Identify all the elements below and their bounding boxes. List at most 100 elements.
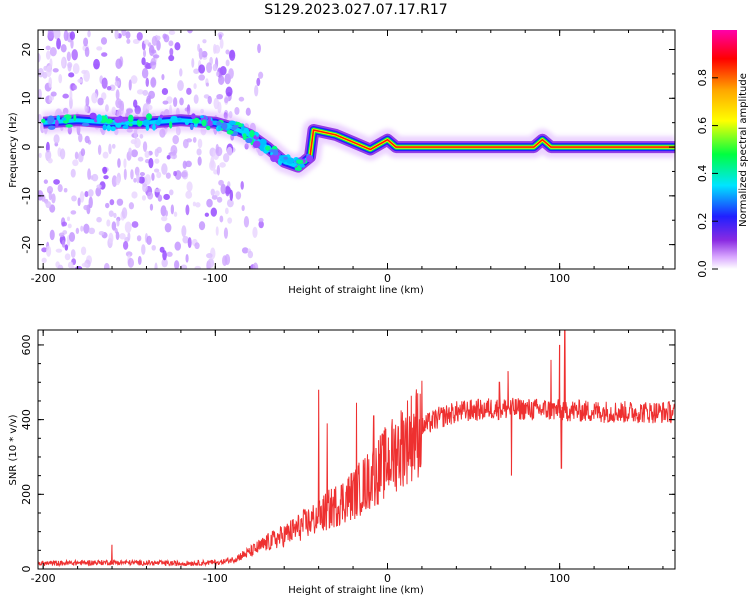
noise-speckle: [47, 30, 54, 39]
noise-speckle: [225, 49, 230, 55]
noise-speckle: [156, 40, 161, 51]
ridge-blotch: [228, 120, 237, 126]
noise-speckle: [98, 230, 105, 236]
noise-speckle: [97, 97, 104, 106]
noise-speckle: [61, 221, 68, 227]
noise-speckle: [115, 231, 120, 241]
noise-speckle: [157, 194, 163, 202]
noise-speckle: [162, 33, 167, 40]
x-tick-label: -100: [203, 272, 228, 285]
noise-speckle: [214, 44, 221, 54]
noise-speckle: [64, 244, 69, 251]
noise-speckle: [51, 193, 56, 204]
noise-speckle: [258, 220, 264, 229]
ridge-blotch: [110, 126, 116, 132]
noise-speckle: [49, 58, 53, 69]
noise-speckle: [57, 264, 64, 269]
noise-speckle: [49, 229, 55, 241]
noise-speckle: [225, 86, 233, 97]
y-tick-label: -10: [20, 187, 33, 205]
noise-speckle: [88, 227, 96, 235]
colorbar-gradient: [712, 30, 737, 269]
ridge-blotch: [192, 117, 200, 124]
noise-speckle: [173, 97, 178, 108]
noise-speckle: [69, 89, 73, 102]
noise-speckle: [179, 97, 184, 106]
noise-speckle: [173, 170, 177, 177]
ridge-blotch: [216, 121, 222, 126]
noise-speckle: [197, 156, 202, 166]
noise-speckle: [216, 196, 223, 203]
noise-speckle: [229, 49, 236, 61]
snr-x-label: Height of straight line (km): [288, 585, 424, 596]
noise-speckle: [96, 184, 102, 189]
noise-speckle: [83, 204, 89, 211]
noise-speckle: [130, 169, 134, 180]
noise-speckle: [207, 95, 212, 105]
noise-speckle: [85, 95, 90, 107]
spectrogram-frame: [37, 29, 676, 270]
ridge-blotch: [65, 124, 73, 128]
noise-speckle: [191, 58, 195, 68]
noise-speckle: [136, 89, 144, 95]
ridge-blotch: [170, 115, 178, 122]
ridge-blotch: [294, 166, 302, 171]
noise-speckle: [210, 188, 216, 196]
noise-speckle: [45, 201, 52, 209]
noise-speckle: [136, 32, 143, 41]
y-tick-label: -20: [20, 236, 33, 254]
noise-speckle: [148, 44, 155, 57]
noise-speckle: [161, 215, 168, 222]
ridge-blotch: [265, 145, 271, 151]
noise-speckle: [70, 249, 76, 258]
noise-speckle: [207, 258, 215, 268]
noise-speckle: [84, 191, 89, 198]
ridge-blotch: [47, 125, 56, 130]
noise-speckle: [192, 201, 196, 207]
noise-speckle: [115, 58, 123, 69]
noise-speckle: [121, 207, 128, 219]
noise-speckle: [182, 138, 189, 149]
noise-speckle: [222, 255, 228, 267]
y-tick-label: 0: [20, 144, 33, 151]
noise-speckle: [83, 69, 90, 82]
spectrogram-y-label: Frequency (Hz): [8, 112, 19, 188]
noise-speckle: [137, 255, 142, 265]
noise-speckle: [46, 65, 52, 78]
ridge-blotch: [54, 119, 59, 127]
snr-y-label: SNR (10 * v/v): [8, 414, 19, 485]
noise-speckle: [168, 30, 176, 35]
noise-speckle: [194, 242, 200, 250]
noise-speckle: [67, 63, 72, 72]
noise-speckle: [144, 151, 150, 159]
colorbar-tick-label: 0.8: [696, 69, 709, 87]
noise-speckle: [128, 147, 132, 157]
noise-speckle: [185, 160, 192, 168]
y-tick-label: 0: [20, 566, 33, 573]
colorbar-tick-label: 0.2: [696, 212, 709, 230]
noise-speckle: [247, 250, 254, 259]
noise-speckle: [128, 79, 132, 91]
noise-speckle: [111, 143, 116, 149]
noise-speckle: [141, 57, 146, 66]
ridge-blotch: [102, 124, 107, 131]
noise-speckle: [136, 171, 140, 184]
ridge-blotch: [152, 123, 156, 131]
ridge-blotch: [56, 114, 61, 121]
ridge-blotch: [145, 124, 150, 131]
noise-speckle: [70, 168, 76, 178]
noise-speckle: [161, 258, 168, 268]
noise-speckle: [220, 183, 227, 195]
noise-speckle: [58, 232, 65, 238]
noise-speckle: [206, 62, 213, 74]
ridge-blotch: [208, 116, 212, 125]
noise-speckle: [185, 204, 190, 216]
ridge-blotch: [268, 149, 276, 153]
spectrogram-x-label: Height of straight line (km): [288, 285, 424, 296]
noise-speckle: [108, 232, 114, 244]
noise-speckle: [83, 37, 89, 47]
noise-speckle: [254, 84, 259, 97]
noise-speckle: [38, 152, 42, 159]
ridge-blotch: [249, 129, 255, 138]
noise-speckle: [202, 39, 207, 44]
